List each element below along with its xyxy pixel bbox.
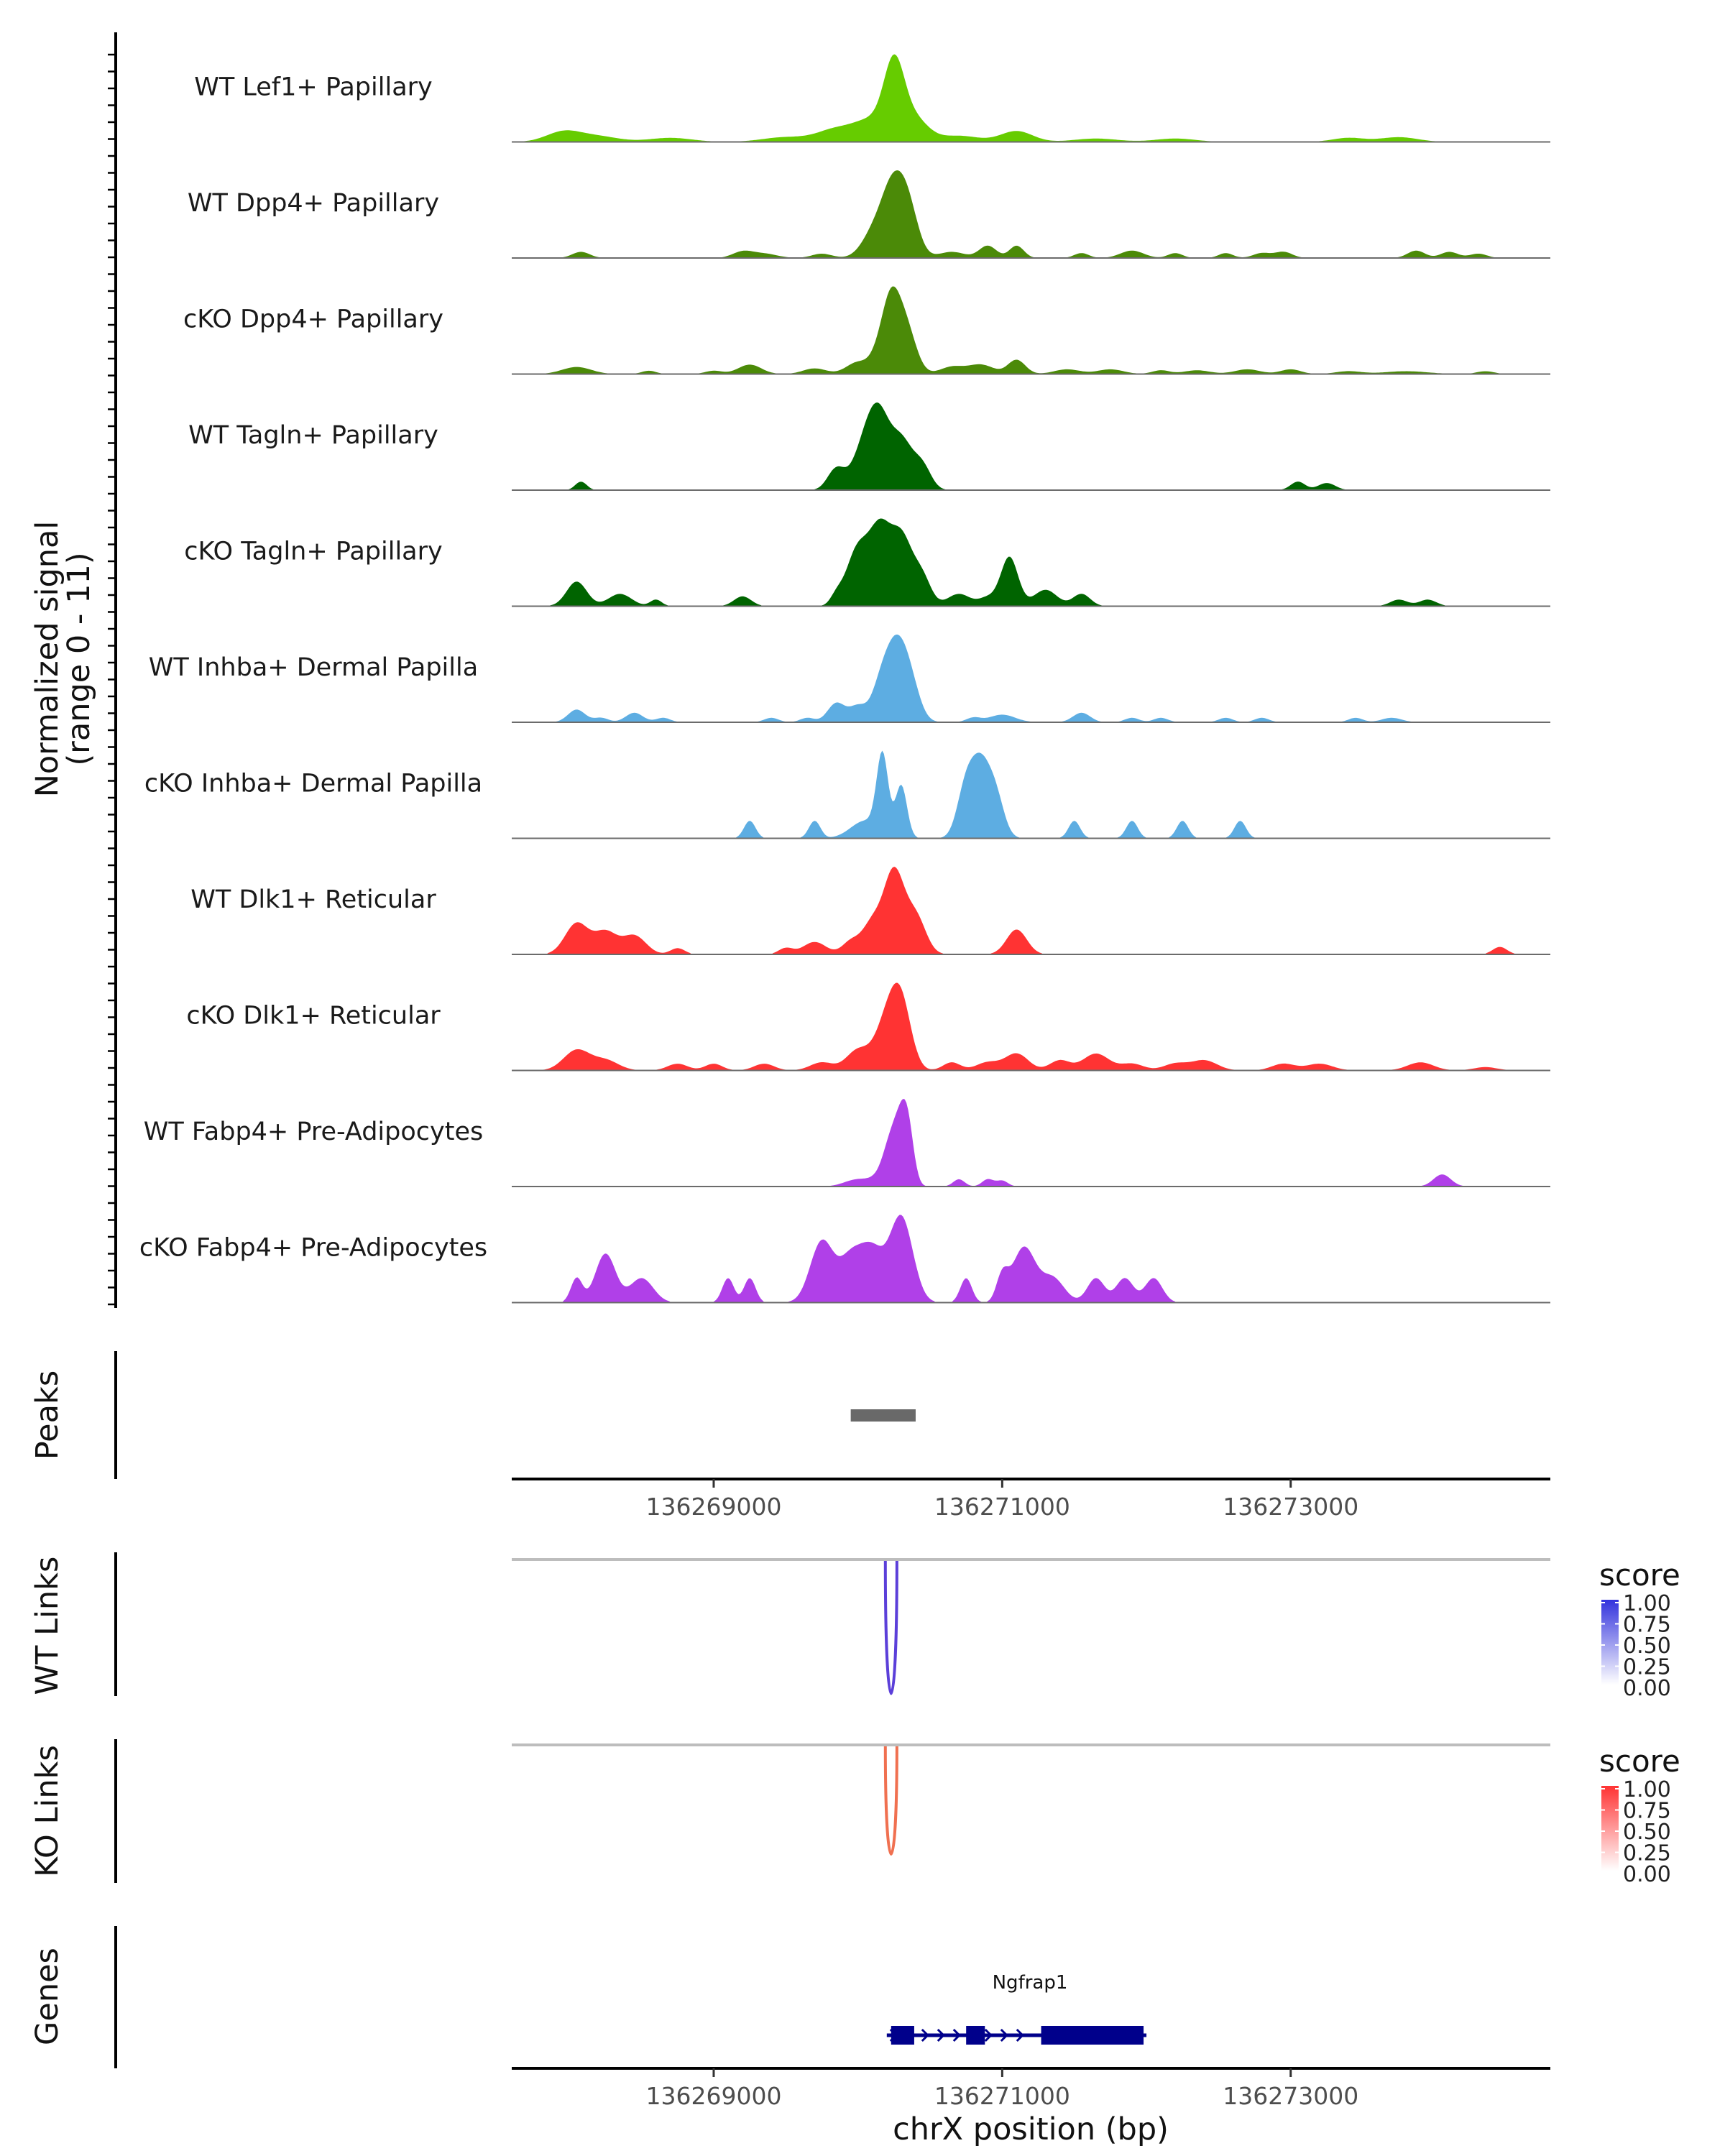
gene-strand-arrow-6 [984, 2028, 993, 2042]
x-tick-label-1-0: 136269000 [645, 2082, 781, 2110]
coverage-area-0 [512, 54, 1550, 142]
track-4: cKO Tagln+ Papillary [184, 518, 1550, 607]
coverage-area-10 [512, 1215, 1550, 1303]
x-tick-label-1-1: 136271000 [934, 2082, 1070, 2110]
gene-strand-arrow-3 [937, 2028, 945, 2042]
coverage-area-2 [512, 286, 1550, 374]
kolegend-tick-3: 0.25 [1623, 1841, 1671, 1866]
track-label-6: cKO Inhba+ Dermal Papilla [144, 770, 482, 798]
signal-y-ticks [108, 53, 116, 1306]
x-tick-label-0-1: 136271000 [934, 1493, 1070, 1521]
kolegend-tick-1: 0.75 [1623, 1799, 1671, 1824]
wt-legend-title: score [1599, 1557, 1680, 1593]
wtlegend-tick-3: 0.25 [1623, 1655, 1671, 1680]
wtlegend-tick-1: 0.75 [1623, 1613, 1671, 1638]
kolegend-colorbar [1601, 1786, 1619, 1871]
wtlegend-tick-0: 1.00 [1623, 1591, 1671, 1616]
gene-label-ngfrap1: Ngfrap1 [993, 1972, 1068, 1994]
wtarcs-arc-0 [883, 1560, 898, 1695]
track-label-0: WT Lef1+ Papillary [194, 73, 433, 102]
peak-region-0 [850, 1409, 916, 1422]
track-0: WT Lef1+ Papillary [194, 54, 1550, 143]
x-axis-title: chrX position (bp) [893, 2111, 1169, 2147]
gene-strand-arrow-0 [889, 2028, 898, 2042]
track-7: WT Dlk1+ Reticular [190, 867, 1550, 955]
signal-y-title-line2: (range 0 - 11) [61, 552, 97, 765]
signal-y-title-line1: Normalized signal [29, 521, 65, 798]
wt-score-legend: 1.000.750.500.250.00 [1601, 1591, 1671, 1701]
gene-strand-arrow-5 [968, 2028, 977, 2042]
genes-track-label: Genes [29, 1948, 65, 2045]
gene-strand-arrow-1 [905, 2028, 914, 2042]
track-label-8: cKO Dlk1+ Reticular [186, 1002, 441, 1031]
wtlegend-tick-4: 0.00 [1623, 1676, 1671, 1701]
track-label-7: WT Dlk1+ Reticular [190, 885, 436, 914]
coverage-area-1 [512, 170, 1550, 258]
track-10: cKO Fabp4+ Pre-Adipocytes [139, 1215, 1550, 1304]
track-9: WT Fabp4+ Pre-Adipocytes [144, 1099, 1550, 1187]
track-label-10: cKO Fabp4+ Pre-Adipocytes [139, 1234, 487, 1263]
gene-model-ngfrap1 [886, 2026, 1147, 2045]
wt-links-track-label: WT Links [29, 1557, 65, 1695]
kolegend-tick-2: 0.50 [1623, 1820, 1671, 1845]
track-label-9: WT Fabp4+ Pre-Adipocytes [144, 1118, 483, 1146]
coverage-area-5 [512, 635, 1550, 722]
track-label-2: cKO Dpp4+ Papillary [183, 305, 443, 334]
x-axis-bottom: chrX position (bp) 136269000 136271000 136… [512, 2067, 1550, 2147]
signal-y-axis: Normalized signal (range 0 - 11) [29, 32, 117, 1308]
ko-links-track-label: KO Links [29, 1745, 65, 1877]
ko-links-track: KO Links score 1.000.750.500.250.00 [29, 1739, 1680, 1887]
ko-link-arcs [883, 1746, 898, 1856]
track-label-3: WT Tagln+ Papillary [188, 421, 438, 450]
track-3: WT Tagln+ Papillary [188, 402, 1550, 491]
peaks-track-label: Peaks [29, 1370, 65, 1460]
wtlegend-tick-2: 0.50 [1623, 1634, 1671, 1659]
track-5: WT Inhba+ Dermal Papilla [149, 635, 1550, 723]
gene-strand-arrow-2 [921, 2028, 929, 2042]
x-tick-label-0-2: 136273000 [1223, 1493, 1358, 1521]
gene-strand-arrow-7 [1000, 2028, 1008, 2042]
coverage-area-7 [512, 867, 1550, 954]
track-1: WT Dpp4+ Papillary [188, 170, 1550, 259]
kolegend-tick-0: 1.00 [1623, 1777, 1671, 1802]
coverage-area-6 [512, 750, 1550, 839]
coverage-tracks: WT Lef1+ Papillary WT Dpp4+ Papillary cKO … [139, 54, 1550, 1304]
x-tick-label-1-2: 136273000 [1223, 2082, 1358, 2110]
ko-score-legend: 1.000.750.500.250.00 [1601, 1777, 1671, 1887]
coverage-area-4 [512, 518, 1550, 607]
genes-track: Genes Ngfrap1 [29, 1926, 1147, 2068]
gene-strand-arrow-8 [1016, 2028, 1024, 2042]
coverage-area-3 [512, 402, 1550, 490]
ko-legend-title: score [1599, 1743, 1680, 1779]
track-2: cKO Dpp4+ Papillary [183, 286, 1550, 375]
track-label-5: WT Inhba+ Dermal Papilla [149, 653, 478, 682]
koarcs-arc-0 [883, 1746, 898, 1856]
track-label-1: WT Dpp4+ Papillary [188, 189, 439, 218]
x-axis-top: 136269000 136271000 136273000 [512, 1478, 1550, 1521]
coverage-area-8 [512, 982, 1550, 1071]
track-6: cKO Inhba+ Dermal Papilla [144, 750, 1550, 839]
track-label-4: cKO Tagln+ Papillary [184, 538, 443, 566]
gene-exon-2 [1041, 2026, 1144, 2045]
peaks-track: Peaks [29, 1351, 916, 1479]
peak-regions [850, 1409, 916, 1422]
kolegend-tick-4: 0.00 [1623, 1862, 1671, 1887]
x-tick-label-0-0: 136269000 [645, 1493, 781, 1521]
coverage-area-9 [512, 1099, 1550, 1187]
wtlegend-colorbar [1601, 1600, 1619, 1685]
wt-link-arcs [883, 1560, 898, 1695]
track-8: cKO Dlk1+ Reticular [186, 982, 1550, 1072]
gene-strand-arrow-4 [952, 2028, 961, 2042]
wt-links-track: WT Links score 1.000.750.500.250.00 [29, 1552, 1680, 1701]
